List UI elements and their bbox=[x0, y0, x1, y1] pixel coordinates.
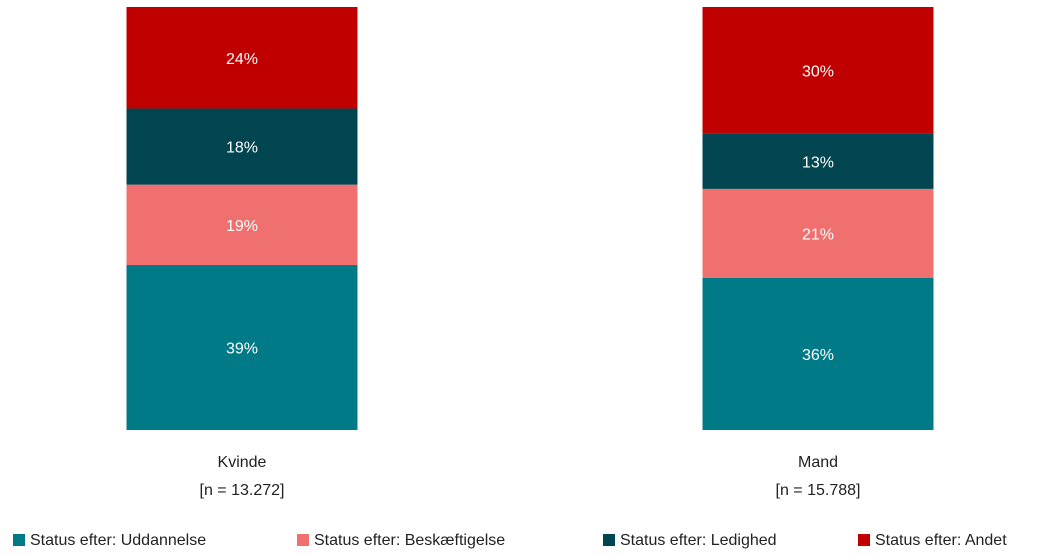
bar-segment-mand-0 bbox=[702, 277, 934, 430]
legend-label: Status efter: Ledighed bbox=[620, 532, 777, 549]
legend-swatch bbox=[297, 534, 309, 546]
data-label: 36% bbox=[802, 347, 834, 364]
bar-segment-kvinde-0 bbox=[126, 265, 358, 430]
legend-item: Status efter: Beskæftigelse bbox=[297, 532, 505, 549]
plot-area: 39% 19% 18% 24% 36% 21% 13% 30% bbox=[126, 7, 934, 430]
data-label: 30% bbox=[802, 63, 834, 80]
bar-mand: 36% 21% 13% 30% bbox=[702, 7, 934, 430]
legend-swatch bbox=[858, 534, 870, 546]
category-label-mand: Mand bbox=[798, 454, 838, 471]
legend-item: Status efter: Andet bbox=[858, 532, 1007, 549]
bar-segment-kvinde-3 bbox=[126, 7, 358, 109]
legend-item: Status efter: Ledighed bbox=[603, 532, 777, 549]
legend-label: Status efter: Uddannelse bbox=[30, 532, 206, 549]
bar-segment-kvinde-2 bbox=[126, 108, 358, 185]
bar-segment-mand-1 bbox=[702, 188, 934, 278]
data-label: 18% bbox=[226, 140, 258, 157]
data-label: 39% bbox=[226, 341, 258, 358]
legend-swatch bbox=[603, 534, 615, 546]
bar-segment-kvinde-1 bbox=[126, 184, 358, 266]
legend-swatch bbox=[13, 534, 25, 546]
legend-item: Status efter: Uddannelse bbox=[13, 532, 206, 549]
data-label: 13% bbox=[802, 154, 834, 171]
category-axis-labels: Kvinde [n = 13.272] Mand [n = 15.788] bbox=[200, 454, 861, 499]
legend: Status efter: Uddannelse Status efter: Be… bbox=[13, 532, 1007, 549]
bar-kvinde: 39% 19% 18% 24% bbox=[126, 7, 358, 430]
data-label: 24% bbox=[226, 51, 258, 68]
data-label: 21% bbox=[802, 226, 834, 243]
data-label: 19% bbox=[226, 218, 258, 235]
legend-label: Status efter: Beskæftigelse bbox=[314, 532, 505, 549]
legend-label: Status efter: Andet bbox=[875, 532, 1007, 549]
bar-segment-mand-2 bbox=[702, 133, 934, 189]
category-label-kvinde: Kvinde bbox=[218, 454, 267, 471]
bar-segment-mand-3 bbox=[702, 7, 934, 134]
category-count-mand: [n = 15.788] bbox=[776, 482, 861, 499]
category-count-kvinde: [n = 13.272] bbox=[200, 482, 285, 499]
